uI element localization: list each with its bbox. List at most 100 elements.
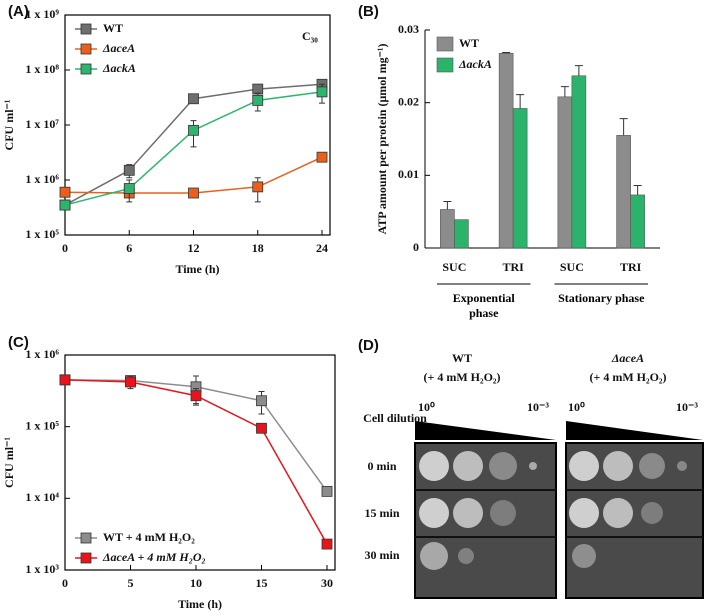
marker	[123, 183, 135, 194]
legend-label: WT + 4 mM H₂O₂	[103, 530, 195, 544]
colony-spot	[419, 451, 449, 481]
annotation: C₃₀	[302, 29, 318, 43]
colony-spot	[419, 498, 449, 528]
y-tick-label: 1 x 10⁷	[25, 117, 59, 131]
x-tick-label: 12	[188, 241, 200, 255]
legend-marker	[80, 532, 92, 544]
marker	[59, 374, 71, 386]
row-label: 15 min	[364, 506, 399, 520]
dilution-start: 10⁰	[418, 400, 435, 414]
marker	[252, 95, 264, 106]
x-tick-label: 0	[62, 241, 68, 255]
colony-spot	[420, 542, 448, 570]
error-bar	[633, 185, 642, 195]
marker	[316, 86, 328, 98]
plate	[565, 442, 704, 599]
colony-spot	[639, 453, 665, 479]
y-axis-title: ATP amount per protein (μmol mg⁻¹)	[375, 43, 389, 234]
group-label: Stationary phase	[558, 291, 645, 305]
plate-treatment: (+ 4 mM H₂O₂)	[423, 370, 500, 384]
panel-label: (A)	[8, 3, 29, 20]
legend-marker	[80, 63, 92, 75]
plot-frame	[64, 354, 336, 571]
marker	[125, 376, 136, 388]
bar	[616, 135, 631, 249]
y-tick-label: 1 x 10⁶	[25, 347, 59, 361]
legend-label: WT	[103, 21, 123, 35]
legend-label: ΔaceA	[102, 41, 135, 55]
y-tick-label: 1 x 10⁴	[25, 490, 59, 504]
colony-spot	[529, 462, 537, 470]
marker	[59, 186, 71, 198]
colony-spot	[458, 548, 474, 564]
colony-spot	[603, 451, 633, 481]
x-axis-title: Time (h)	[175, 262, 219, 276]
colony-spot	[490, 500, 516, 526]
plate-strain: WT	[452, 351, 472, 365]
x-tick-label: SUC	[442, 260, 466, 274]
bar	[440, 209, 455, 249]
x-tick-label: 10	[190, 576, 202, 590]
dilution-end: 10⁻³	[527, 400, 549, 414]
x-axis-title: Time (h)	[178, 597, 222, 611]
x-tick-label: TRI	[502, 260, 524, 274]
colony-spot	[603, 498, 633, 528]
bar	[630, 194, 645, 249]
row-label: 30 min	[364, 548, 399, 562]
panel-label: (B)	[358, 3, 379, 20]
y-tick-label: 1 x 10⁸	[25, 62, 59, 76]
legend-marker	[80, 23, 92, 35]
colony-spot	[677, 461, 687, 471]
x-tick-label: SUC	[560, 260, 584, 274]
error-bar	[619, 118, 628, 136]
bar	[454, 219, 469, 249]
x-tick-label: 6	[126, 241, 132, 255]
error-bar	[502, 52, 511, 54]
legend-label: ΔackA	[458, 57, 492, 71]
marker	[188, 124, 199, 136]
y-tick-label: 1 x 10⁵	[25, 418, 59, 432]
error-bar	[516, 94, 525, 109]
legend-marker	[436, 57, 454, 73]
bar	[512, 108, 528, 249]
marker	[316, 151, 328, 163]
marker	[123, 164, 135, 176]
y-tick-label: 1 x 10⁶	[25, 172, 59, 186]
marker	[59, 199, 71, 211]
bar	[498, 52, 514, 249]
dilution-start: 10⁰	[568, 400, 585, 414]
panel-label: (D)	[358, 337, 379, 354]
x-tick-label: 0	[62, 576, 68, 590]
x-tick-label: 18	[252, 241, 264, 255]
colony-spot	[569, 498, 599, 528]
dilution-wedge	[415, 421, 556, 440]
marker	[188, 93, 199, 105]
y-tick-label: 1 x 10⁹	[25, 7, 59, 21]
legend-marker	[80, 43, 92, 55]
plate-strain: ΔaceA	[611, 351, 644, 365]
y-tick-label: 0.03	[398, 22, 419, 36]
error-bar	[443, 200, 452, 210]
legend-label: ΔaceA + 4 mM H₂O₂	[102, 550, 206, 564]
marker	[190, 390, 202, 402]
row-header: Cell dilution	[363, 411, 427, 425]
marker	[252, 181, 264, 193]
colony-spot	[641, 502, 663, 524]
bar	[571, 75, 587, 249]
y-tick-label: 0.01	[398, 167, 419, 181]
y-tick-label: 0.02	[398, 94, 419, 108]
plate	[414, 442, 557, 599]
colony-spot	[453, 451, 483, 481]
legend-label: WT	[459, 36, 479, 50]
y-axis-title: CFU ml⁻¹	[2, 437, 16, 488]
dilution-end: 10⁻³	[676, 400, 698, 414]
marker	[321, 485, 333, 497]
y-tick-label: 1 x 10³	[25, 562, 59, 576]
legend-label: ΔackA	[102, 61, 136, 75]
y-tick-label: 0	[413, 240, 419, 254]
x-tick-label: TRI	[620, 260, 642, 274]
colony-spot	[453, 498, 483, 528]
marker	[256, 395, 267, 407]
